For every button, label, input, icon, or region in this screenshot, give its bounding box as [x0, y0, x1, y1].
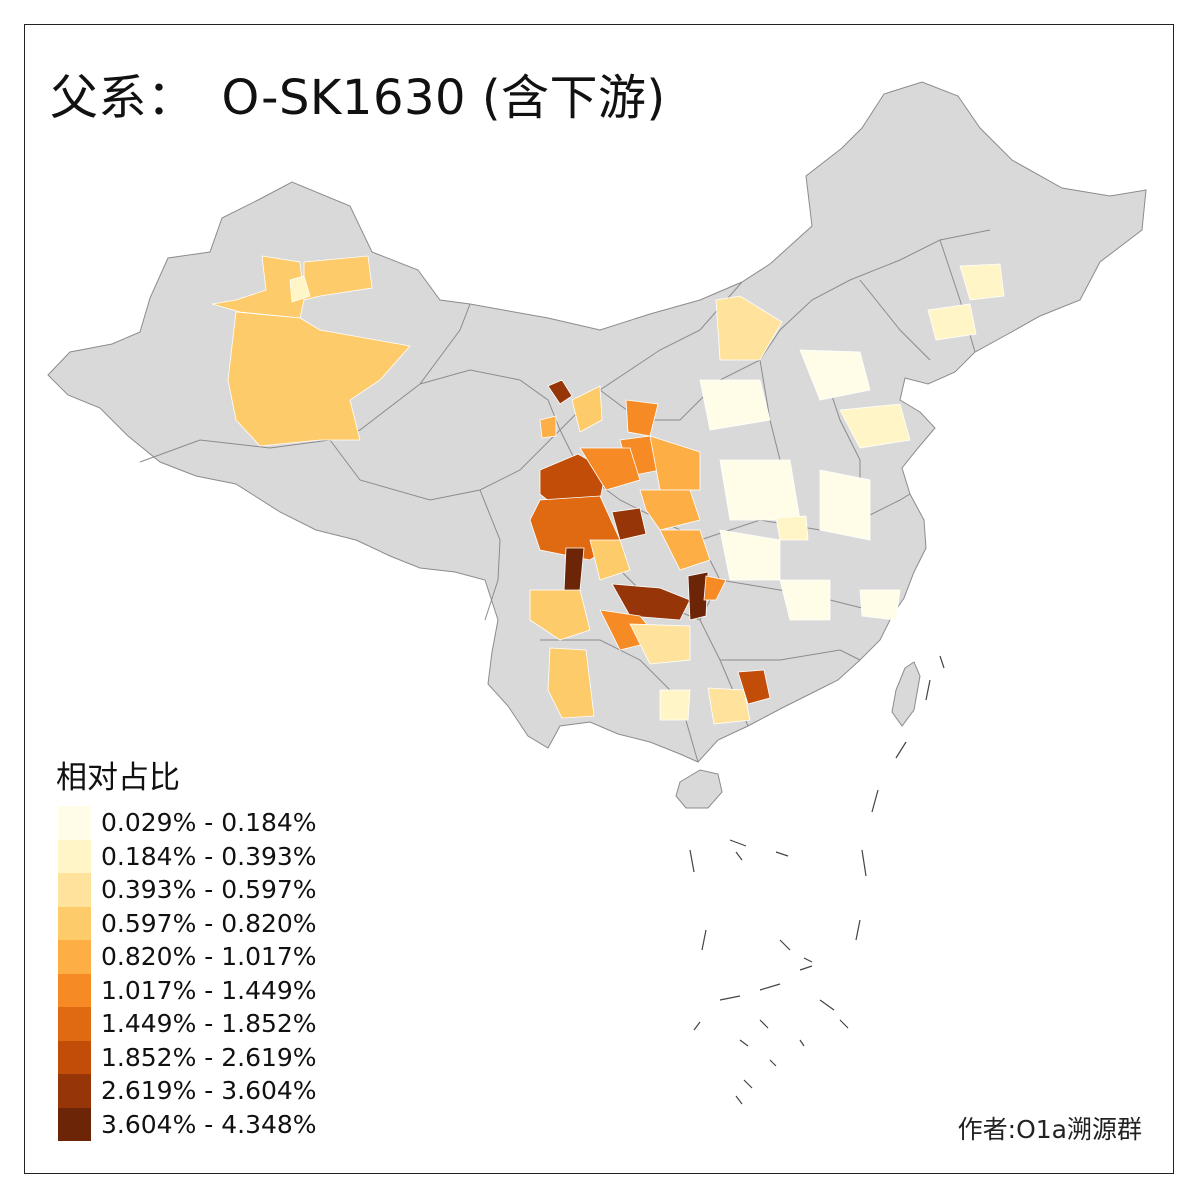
region-gansu-b [539, 415, 557, 439]
region-shandong [839, 403, 911, 449]
legend: 0.029% - 0.184% 0.184% - 0.393% 0.393% - 0… [58, 806, 317, 1141]
region-xinjiang-yili [289, 275, 311, 303]
region-central-a [719, 459, 801, 521]
legend-swatch [58, 1107, 91, 1141]
region-north-china-a [699, 379, 771, 431]
region-sichuan-east [639, 489, 701, 531]
legend-label: 1.017% - 1.449% [101, 975, 317, 1005]
legend-label: 0.184% - 0.393% [101, 841, 317, 871]
legend-swatch [58, 1007, 91, 1041]
legend-label: 1.449% - 1.852% [101, 1009, 317, 1039]
legend-item: 1.852% - 2.619% [58, 1040, 317, 1074]
legend-item: 2.619% - 3.604% [58, 1074, 317, 1108]
legend-item: 0.597% - 0.820% [58, 906, 317, 940]
region-jilin [927, 303, 977, 341]
region-yunnan-south [547, 647, 595, 719]
legend-swatch [58, 940, 91, 974]
region-gansu-c [571, 385, 603, 433]
region-yunnan-north [529, 589, 591, 641]
legend-label: 0.597% - 0.820% [101, 908, 317, 938]
region-sichuan-ne [579, 447, 641, 491]
south-china-sea-islands [689, 655, 945, 1105]
legend-swatch [58, 1040, 91, 1074]
region-guizhou-ne [687, 571, 709, 621]
legend-item: 1.449% - 1.852% [58, 1007, 317, 1041]
region-fujian [859, 589, 901, 621]
region-north-china-b [799, 349, 871, 401]
region-guangxi-a [659, 689, 691, 721]
legend-swatch [58, 806, 91, 840]
legend-item: 0.184% - 0.393% [58, 839, 317, 873]
legend-label: 0.820% - 1.017% [101, 942, 317, 972]
region-guizhou-south [629, 623, 691, 665]
region-heilongjiang [959, 263, 1005, 301]
region-gansu-a [547, 379, 573, 405]
legend-item: 0.029% - 0.184% [58, 806, 317, 840]
title-main: 父系： [50, 70, 196, 126]
region-guizhou-north [611, 583, 691, 621]
region-sichuan-central [589, 539, 631, 581]
map-title: 父系： O-SK1630 (含下游) [50, 58, 666, 128]
legend-label: 2.619% - 3.604% [101, 1076, 317, 1106]
region-chongqing-east [659, 529, 711, 571]
region-central-b [775, 515, 809, 541]
legend-swatch [58, 973, 91, 1007]
region-hunan-west [703, 575, 727, 601]
legend-item: 3.604% - 4.348% [58, 1107, 317, 1141]
map-frame [24, 24, 1174, 1174]
region-shaanxi-b [649, 435, 701, 491]
region-guangdong [737, 669, 771, 705]
region-chongqing-core [611, 507, 647, 541]
title-haplogroup: O-SK1630 (含下游) [221, 70, 666, 126]
region-inner-mongolia [715, 295, 783, 361]
legend-swatch [58, 873, 91, 907]
shaded-regions [211, 255, 1005, 725]
hainan-island [675, 769, 723, 809]
legend-label: 1.852% - 2.619% [101, 1042, 317, 1072]
region-jiangxi [779, 579, 831, 621]
legend-item: 1.017% - 1.449% [58, 973, 317, 1007]
legend-swatch [58, 906, 91, 940]
taiwan-island [891, 661, 921, 727]
region-guangxi-b [707, 687, 751, 725]
legend-title: 相对占比 [56, 760, 180, 796]
region-xinjiang-south [227, 311, 411, 447]
legend-swatch [58, 839, 91, 873]
legend-label: 3.604% - 4.348% [101, 1109, 317, 1139]
region-anhui [819, 469, 871, 541]
legend-item: 0.393% - 0.597% [58, 873, 317, 907]
legend-item: 0.820% - 1.017% [58, 940, 317, 974]
legend-label: 0.029% - 0.184% [101, 808, 317, 838]
legend-label: 0.393% - 0.597% [101, 875, 317, 905]
author-credit: 作者:O1a溯源群 [957, 1115, 1142, 1144]
legend-swatch [58, 1074, 91, 1108]
